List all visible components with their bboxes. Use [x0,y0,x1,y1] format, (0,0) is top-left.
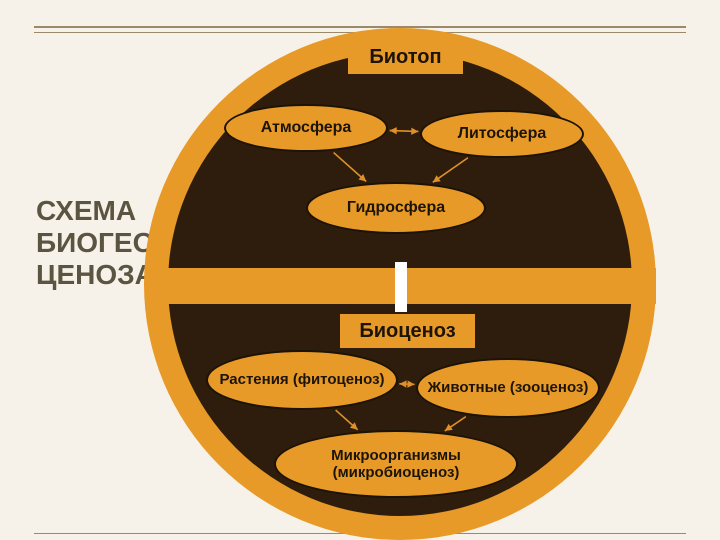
node-micro: Микроорганизмы (микробиоценоз) [274,430,518,498]
node-hydrosphere: Гидросфера [306,182,486,234]
node-plants: Растения (фитоценоз) [206,350,398,410]
node-atmosphere: Атмосфера [224,104,388,152]
section-label-biotop: Биотоп [348,40,463,74]
node-lithosphere: Литосфера [420,110,584,158]
diagram-stage: СХЕМА БИОГЕОЦЕНОЗА Биотоп Биоценоз Атмосфер… [0,0,720,540]
page-title: СХЕМА БИОГЕОЦЕНОЗА [36,195,156,291]
vertical-connector [395,262,407,312]
divider-line [34,26,686,28]
section-label-biocenoz: Биоценоз [340,314,475,348]
node-animals: Животные (зооценоз) [416,358,600,418]
